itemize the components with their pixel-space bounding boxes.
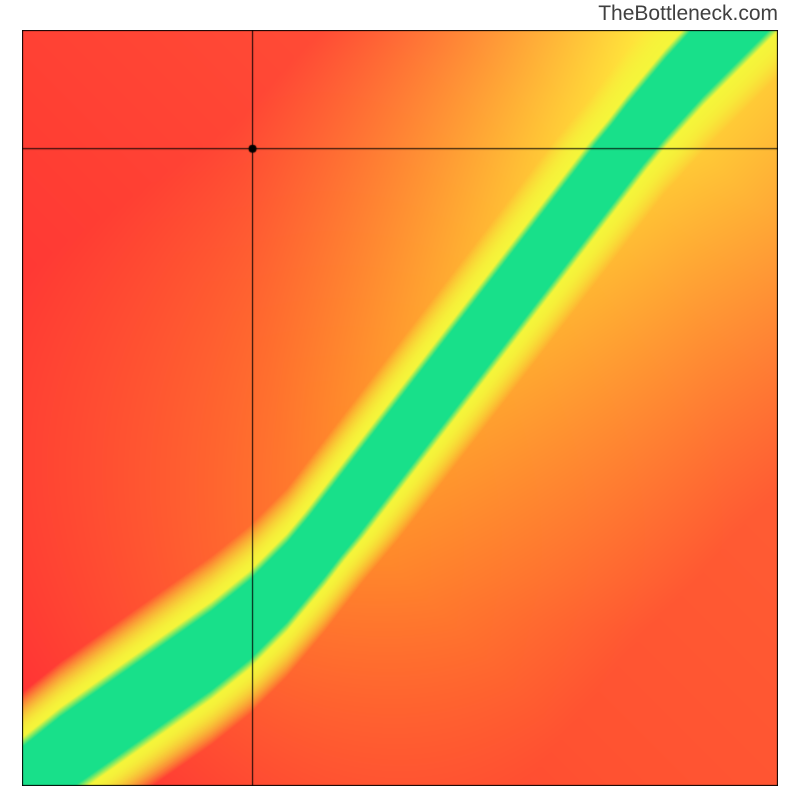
- heatmap-plot: [22, 30, 778, 786]
- attribution-text: TheBottleneck.com: [598, 2, 778, 26]
- chart-container: TheBottleneck.com: [0, 0, 800, 800]
